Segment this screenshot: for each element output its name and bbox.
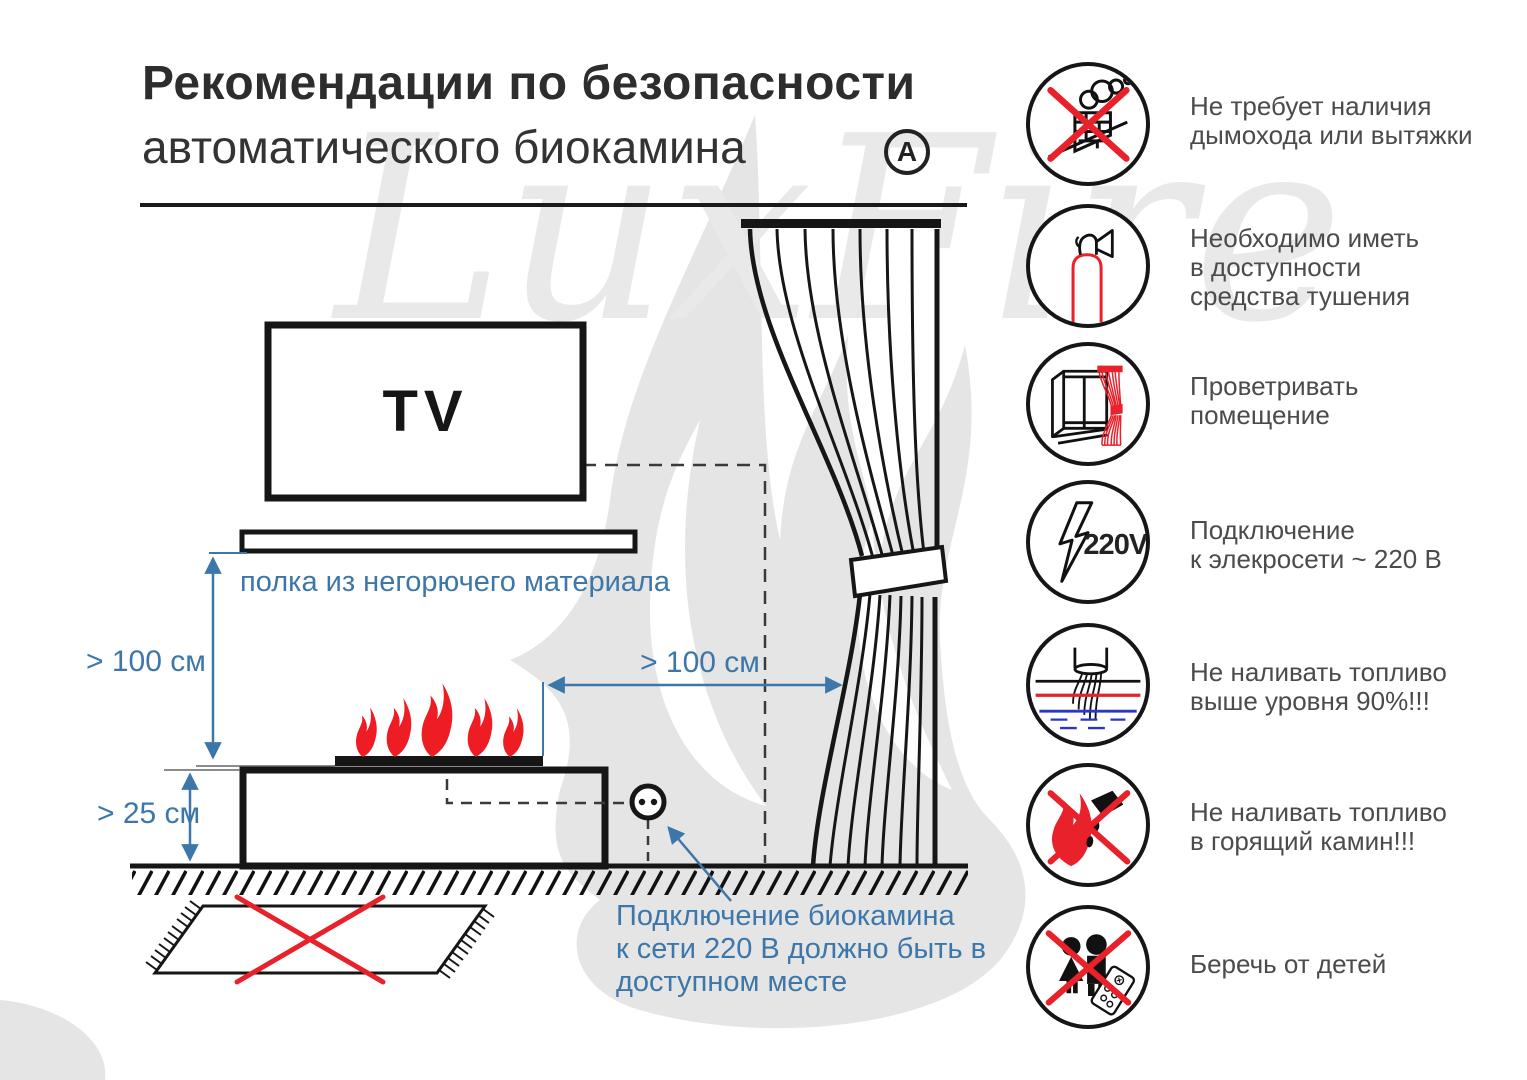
safety-caption-extinguisher: Необходимо иметь в доступности средства … <box>1190 223 1420 311</box>
power-220v-icon: 220V <box>1026 480 1150 604</box>
carpet <box>145 894 495 985</box>
safety-caption-no-refuel: Не наливать топливо в горящий камин!!! <box>1190 797 1447 856</box>
carpet-fringe-right <box>438 908 495 979</box>
shelf <box>239 529 638 554</box>
outlet-dashed-line <box>445 779 629 805</box>
floor-hatching <box>132 868 968 895</box>
keep-away-children-icon <box>1026 905 1150 1029</box>
no-carpet-cross-icon <box>234 894 386 985</box>
safety-caption-no-chimney: Не требует наличия дымохода или вытяжки <box>1190 91 1473 150</box>
lightning-icon <box>1058 501 1094 583</box>
tv-label: TV <box>382 379 469 444</box>
safety-caption-children: Беречь от детей <box>1190 949 1387 979</box>
safety-caption-fuel-level: Не наливать топливо выше уровня 90%!!! <box>1190 657 1447 716</box>
voltage-badge: 220V <box>1083 529 1146 561</box>
fireplace-box <box>239 766 609 870</box>
tv-cable-dashed-line <box>583 463 767 863</box>
page-subtitle: автоматического биокамина <box>142 121 746 173</box>
dim-floor-to-top-label: > 25 см <box>97 797 201 830</box>
ventilate-room-icon <box>1026 342 1150 466</box>
fire-extinguisher-icon <box>1026 204 1150 328</box>
power-outlet-icon <box>629 783 667 821</box>
flame-watermark-inner <box>650 420 766 806</box>
curtain <box>741 219 949 867</box>
safety-caption-ventilate: Проветривать помещение <box>1190 371 1359 430</box>
curtain-rod <box>741 219 941 228</box>
outlet-note: Подключение биокамина к сети 220 В должн… <box>616 900 987 998</box>
outlet-pointer-arrow <box>667 825 732 902</box>
carpet-fringe-left <box>145 900 202 971</box>
no-refuel-burning-icon <box>1026 763 1150 887</box>
circled-a-badge: А <box>884 129 930 175</box>
fuel-level-90-icon <box>1026 623 1150 747</box>
tv-box <box>264 321 587 502</box>
corner-swoosh <box>0 1000 106 1080</box>
dim-to-curtain-label: > 100 см <box>640 646 760 679</box>
shelf-label: полка из негорючего материала <box>240 566 671 598</box>
dimension-lines <box>164 552 843 902</box>
no-chimney-icon <box>1026 62 1150 186</box>
curtain-tieback <box>848 544 949 599</box>
flames <box>356 683 524 757</box>
dim-shelf-to-flame-label: > 100 см <box>86 645 206 678</box>
window-curtain <box>1097 365 1123 446</box>
page-title: Рекомендации по безопасности <box>142 57 916 110</box>
safety-caption-power: Подключение к элекросети ~ 220 В <box>1190 515 1442 574</box>
burner-strip <box>335 756 543 766</box>
